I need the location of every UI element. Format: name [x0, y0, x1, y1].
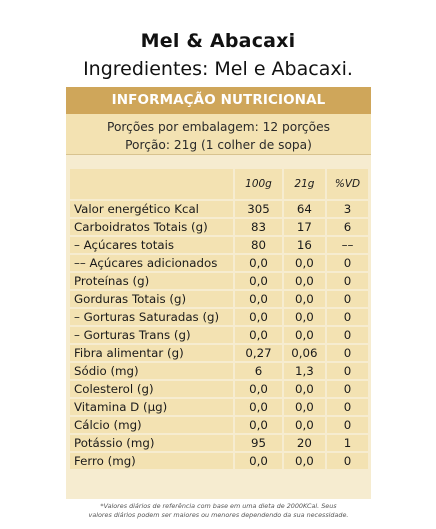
value-21g: 0,0 [283, 309, 325, 325]
value-vd: 0 [326, 417, 368, 433]
table-row: Valor energético Kcal 305 64 3 [70, 201, 368, 217]
footnote-line-2: valores diários podem ser maiores ou men… [88, 510, 349, 519]
nutrient-label: – Gorturas Saturadas (g) [70, 309, 234, 325]
value-21g: 0,0 [283, 255, 325, 271]
portion-size: Porção: 21g (1 colher de sopa) [125, 138, 312, 152]
value-21g: 0,0 [283, 399, 325, 415]
value-21g: 0,0 [283, 453, 325, 469]
nutrient-label: Valor energético Kcal [70, 201, 234, 217]
value-100g: 0,0 [235, 327, 282, 343]
nutrition-panel: INFORMAÇÃO NUTRICIONAL Porções por embal… [66, 87, 371, 499]
value-100g: 83 [235, 219, 282, 235]
footnote-line-1: *Valores diários de referência com base … [100, 502, 337, 510]
table-row: Vitamina D (µg) 0,0 0,0 0 [70, 399, 368, 415]
value-100g: 0,0 [235, 417, 282, 433]
value-100g: 0,0 [235, 273, 282, 289]
value-100g: 0,0 [235, 381, 282, 397]
table-row: –– Açúcares adicionados 0,0 0,0 0 [70, 255, 368, 271]
portion-info: Porções por embalagem: 12 porções Porção… [66, 114, 371, 155]
table-header-row: 100g 21g %VD [70, 169, 368, 199]
nutrient-label: Proteínas (g) [70, 273, 234, 289]
nutrient-label: Gorduras Totais (g) [70, 291, 234, 307]
value-100g: 305 [235, 201, 282, 217]
nutrient-label: – Gorturas Trans (g) [70, 327, 234, 343]
value-vd: 0 [326, 255, 368, 271]
value-vd: 0 [326, 453, 368, 469]
value-100g: 0,0 [235, 291, 282, 307]
value-vd: 0 [326, 345, 368, 361]
value-vd: –– [326, 237, 368, 253]
nutrition-table: 100g 21g %VD Valor energético Kcal 305 6… [68, 167, 370, 471]
ingredients-line: Ingredientes: Mel e Abacaxi. [83, 58, 353, 80]
table-row: – Gorturas Trans (g) 0,0 0,0 0 [70, 327, 368, 343]
value-21g: 1,3 [283, 363, 325, 379]
table-row: Potássio (mg) 95 20 1 [70, 435, 368, 451]
table-row: Cálcio (mg) 0,0 0,0 0 [70, 417, 368, 433]
value-vd: 6 [326, 219, 368, 235]
nutrient-label: Ferro (mg) [70, 453, 234, 469]
table-row: Carboidratos Totais (g) 83 17 6 [70, 219, 368, 235]
value-21g: 16 [283, 237, 325, 253]
table-row: – Gorturas Saturadas (g) 0,0 0,0 0 [70, 309, 368, 325]
value-vd: 0 [326, 273, 368, 289]
header-blank-cell [70, 169, 234, 199]
nutrient-label: –– Açúcares adicionados [70, 255, 234, 271]
value-100g: 6 [235, 363, 282, 379]
portions-per-package: Porções por embalagem: 12 porções [107, 120, 330, 134]
value-vd: 3 [326, 201, 368, 217]
value-vd: 0 [326, 291, 368, 307]
table-row: Ferro (mg) 0,0 0,0 0 [70, 453, 368, 469]
value-vd: 0 [326, 381, 368, 397]
col-header-21g: 21g [283, 169, 325, 199]
table-row: Sódio (mg) 6 1,3 0 [70, 363, 368, 379]
table-row: Colesterol (g) 0,0 0,0 0 [70, 381, 368, 397]
value-21g: 0,0 [283, 273, 325, 289]
value-vd: 0 [326, 399, 368, 415]
nutrient-label: Sódio (mg) [70, 363, 234, 379]
value-100g: 0,27 [235, 345, 282, 361]
spacer [66, 155, 371, 167]
footnote: *Valores diários de referência com base … [66, 502, 371, 519]
table-row: – Açúcares totais 80 16 –– [70, 237, 368, 253]
nutrient-label: Carboidratos Totais (g) [70, 219, 234, 235]
value-21g: 0,0 [283, 291, 325, 307]
value-21g: 20 [283, 435, 325, 451]
value-vd: 0 [326, 363, 368, 379]
value-100g: 95 [235, 435, 282, 451]
value-100g: 0,0 [235, 309, 282, 325]
value-vd: 0 [326, 309, 368, 325]
nutrient-label: Vitamina D (µg) [70, 399, 234, 415]
col-header-100g: 100g [235, 169, 282, 199]
table-row: Fibra alimentar (g) 0,27 0,06 0 [70, 345, 368, 361]
nutrient-label: – Açúcares totais [70, 237, 234, 253]
value-100g: 0,0 [235, 453, 282, 469]
value-vd: 0 [326, 327, 368, 343]
value-100g: 80 [235, 237, 282, 253]
nutrient-label: Potássio (mg) [70, 435, 234, 451]
product-title: Mel & Abacaxi [140, 30, 296, 52]
value-21g: 0,0 [283, 417, 325, 433]
value-21g: 64 [283, 201, 325, 217]
value-100g: 0,0 [235, 255, 282, 271]
value-21g: 0,0 [283, 381, 325, 397]
table-row: Gorduras Totais (g) 0,0 0,0 0 [70, 291, 368, 307]
value-21g: 17 [283, 219, 325, 235]
nutrient-label: Cálcio (mg) [70, 417, 234, 433]
value-vd: 1 [326, 435, 368, 451]
value-21g: 0,06 [283, 345, 325, 361]
nutrition-header: INFORMAÇÃO NUTRICIONAL [66, 87, 371, 114]
col-header-vd: %VD [326, 169, 368, 199]
value-21g: 0,0 [283, 327, 325, 343]
nutrient-label: Fibra alimentar (g) [70, 345, 234, 361]
value-100g: 0,0 [235, 399, 282, 415]
table-row: Proteínas (g) 0,0 0,0 0 [70, 273, 368, 289]
nutrient-label: Colesterol (g) [70, 381, 234, 397]
